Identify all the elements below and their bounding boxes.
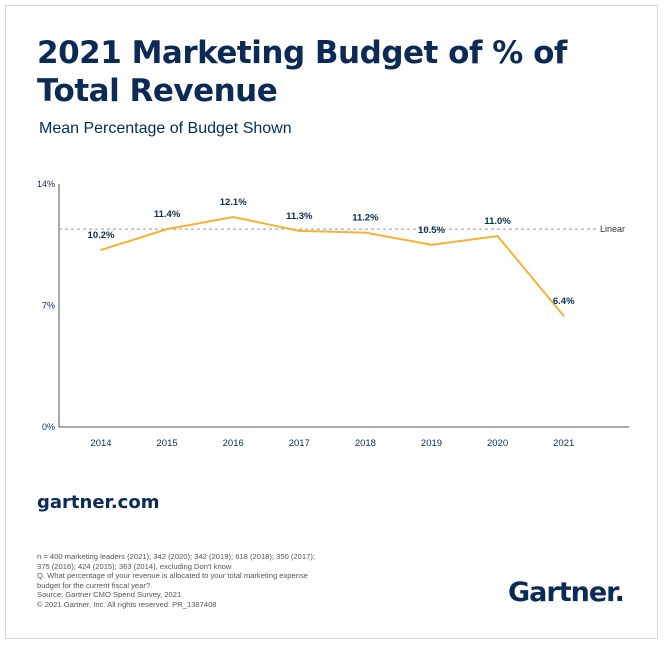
y-tick-label: 7% [42, 301, 55, 311]
footnote-line: Source: Gartner CMO Spend Survey, 2021 [37, 590, 182, 600]
chart-axes [58, 184, 629, 428]
data-label: 11.3% [286, 211, 313, 222]
data-label: 6.4% [553, 296, 575, 307]
x-tick-label: 2016 [223, 438, 244, 449]
x-tick-label: 2021 [553, 438, 574, 449]
data-label: 11.0% [484, 216, 511, 227]
data-point [430, 243, 433, 246]
line-chart: Linear 10.2% 11.4% 12.1% 11.3% 11.2% 10.5% 11.… [37, 179, 629, 449]
data-point [562, 314, 565, 317]
x-tick-label: 2018 [355, 438, 376, 449]
x-tick-group: 2014 2015 2016 2017 2018 2019 2020 2021 [90, 438, 574, 449]
footnote-line: budget for the current fiscal year? [37, 580, 151, 590]
chart-subtitle: Mean Percentage of Budget Shown [39, 120, 292, 137]
data-label: 12.1% [220, 197, 247, 208]
x-tick-label: 2020 [487, 438, 508, 449]
linear-reference-label: Linear [600, 224, 625, 234]
data-point [166, 228, 169, 231]
footnote-line: 375 (2016); 424 (2015); 363 (2014), excl… [37, 561, 232, 571]
x-tick-label: 2019 [421, 438, 442, 449]
data-label: 10.5% [418, 225, 445, 236]
footnote-line: © 2021 Gartner, Inc. All rights reserved… [37, 599, 217, 609]
footnote-line: n = 400 marketing leaders (2021); 342 (2… [37, 552, 315, 561]
x-tick-label: 2017 [289, 438, 310, 449]
brand-name: Gartner [508, 577, 616, 608]
data-point [496, 235, 499, 238]
y-tick-label: 0% [42, 422, 55, 432]
series-line [100, 215, 565, 317]
series-line-group [100, 215, 565, 317]
linear-reference: Linear [59, 224, 625, 234]
page-title: 2021 Marketing Budget of % of Total Reve… [37, 35, 567, 109]
gartner-logo: Gartner. [508, 577, 625, 608]
data-label-group: 10.2% 11.4% 12.1% 11.3% 11.2% 10.5% 11.0% 6.4% [88, 197, 576, 307]
data-point [232, 215, 235, 218]
infographic-card: 2021 Marketing Budget of % of Total Reve… [5, 5, 658, 639]
data-point [298, 229, 301, 232]
data-point [364, 231, 367, 234]
site-link[interactable]: gartner.com [37, 492, 160, 513]
footnotes: n = 400 marketing leaders (2021); 342 (2… [37, 552, 377, 610]
footnote-line: Q. What percentage of your revenue is al… [37, 571, 308, 581]
brand-dot: . [614, 577, 625, 608]
x-tick-label: 2014 [90, 438, 111, 449]
data-label: 11.2% [352, 213, 379, 224]
data-label: 10.2% [88, 230, 115, 241]
data-label: 11.4% [154, 209, 181, 220]
data-point [100, 248, 102, 251]
y-tick-label: 14% [37, 179, 55, 189]
y-tick-group: 14% 7% 0% [37, 179, 55, 432]
x-tick-label: 2015 [157, 438, 178, 449]
